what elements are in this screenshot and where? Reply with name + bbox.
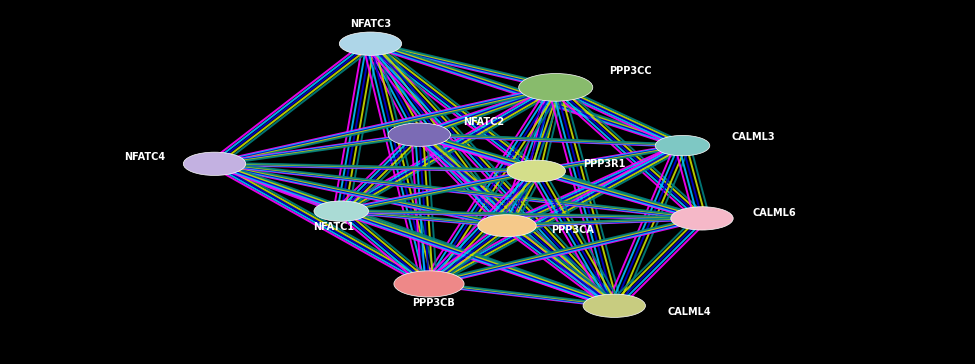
Circle shape [314,201,369,221]
Text: CALML6: CALML6 [753,208,797,218]
Text: CALML3: CALML3 [731,131,775,142]
Text: PPP3CA: PPP3CA [551,225,594,235]
Circle shape [339,32,402,55]
Text: CALML4: CALML4 [668,307,712,317]
Circle shape [583,294,645,317]
Text: NFATC3: NFATC3 [350,19,391,29]
Circle shape [183,152,246,175]
Circle shape [388,123,450,146]
Text: PPP3CB: PPP3CB [412,298,455,308]
Circle shape [507,160,566,182]
Circle shape [478,215,536,237]
Circle shape [655,135,710,156]
Text: NFATC2: NFATC2 [463,117,504,127]
Text: PPP3CC: PPP3CC [609,66,652,76]
Circle shape [671,207,733,230]
Text: NFATC1: NFATC1 [313,222,354,233]
Text: NFATC4: NFATC4 [125,151,166,162]
Circle shape [519,74,593,101]
Circle shape [394,271,464,297]
Text: PPP3R1: PPP3R1 [583,159,625,169]
